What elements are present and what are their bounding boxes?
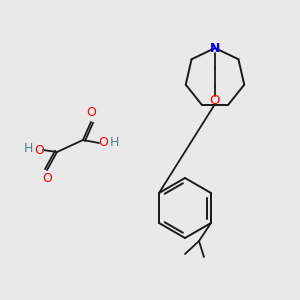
Text: O: O [98,136,108,149]
Text: O: O [210,94,220,106]
Text: O: O [34,143,44,157]
Text: H: H [23,142,33,155]
Text: O: O [42,172,52,185]
Text: N: N [210,41,220,55]
Text: O: O [86,106,96,119]
Text: H: H [109,136,119,148]
